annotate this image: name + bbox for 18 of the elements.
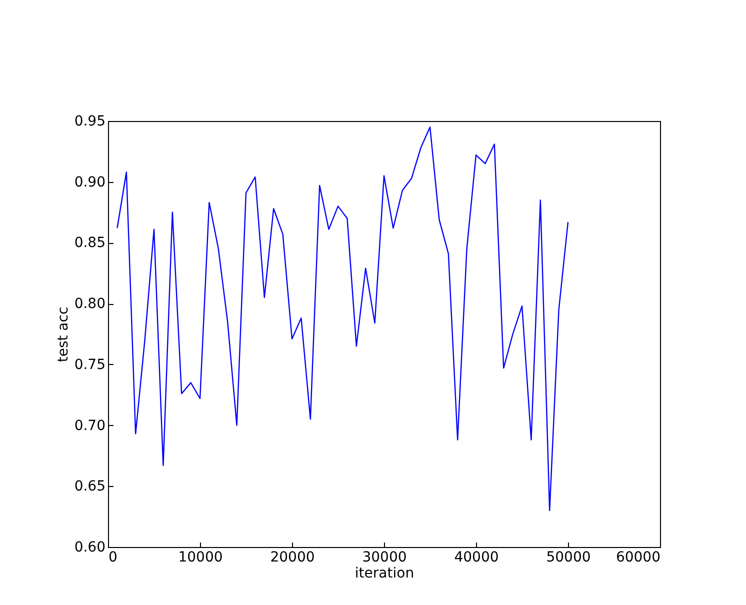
x-tick-label: 20000 — [270, 550, 315, 566]
x-tick-label: 30000 — [362, 550, 407, 566]
y-tick-label: 0.90 — [74, 174, 106, 190]
y-tick-label: 0.65 — [74, 478, 106, 495]
y-tick-label: 0.60 — [74, 540, 106, 556]
x-tick-label: 50000 — [546, 550, 591, 566]
y-tick-label: 0.95 — [74, 114, 106, 130]
x-tick-label: 60000 — [616, 550, 660, 566]
x-tick-label: 10000 — [178, 550, 223, 566]
x-tick-label: 40000 — [454, 550, 499, 566]
x-tick-label: 0 — [108, 550, 118, 566]
y-axis-title: test acc — [55, 306, 72, 362]
line-series — [116, 126, 569, 512]
y-tick-label: 0.85 — [74, 235, 106, 252]
x-axis-title: iteration — [354, 566, 414, 582]
y-tick-label: 0.75 — [74, 356, 106, 373]
y-tick-label: 0.70 — [74, 418, 106, 434]
y-tick-label: 0.80 — [74, 296, 106, 312]
